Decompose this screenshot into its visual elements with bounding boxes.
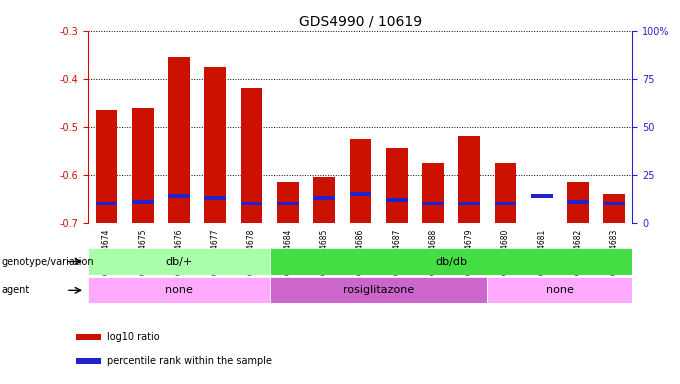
Bar bbox=[488, 277, 632, 303]
Bar bbox=[168, 57, 190, 223]
Bar bbox=[277, 182, 299, 223]
Bar bbox=[96, 110, 118, 223]
Bar bbox=[88, 277, 270, 303]
Text: agent: agent bbox=[1, 285, 30, 295]
Text: percentile rank within the sample: percentile rank within the sample bbox=[107, 356, 272, 366]
Bar bbox=[494, 202, 516, 205]
Bar bbox=[458, 136, 480, 223]
Bar bbox=[270, 248, 632, 275]
Text: db/+: db/+ bbox=[165, 257, 192, 266]
Bar bbox=[132, 200, 154, 204]
Text: log10 ratio: log10 ratio bbox=[107, 332, 159, 342]
Bar bbox=[567, 182, 589, 223]
Bar bbox=[313, 196, 335, 200]
Bar bbox=[132, 108, 154, 223]
Bar bbox=[422, 202, 444, 205]
Text: none: none bbox=[165, 285, 193, 295]
Bar bbox=[241, 202, 262, 205]
Text: genotype/variation: genotype/variation bbox=[1, 257, 94, 266]
Bar bbox=[567, 200, 589, 204]
Text: rosiglitazone: rosiglitazone bbox=[343, 285, 414, 295]
Bar bbox=[603, 194, 625, 223]
Bar bbox=[458, 202, 480, 205]
Bar bbox=[603, 202, 625, 205]
Bar bbox=[386, 198, 407, 202]
Bar bbox=[168, 194, 190, 198]
Bar bbox=[422, 163, 444, 223]
Bar bbox=[494, 163, 516, 223]
Bar bbox=[76, 358, 101, 364]
Bar bbox=[277, 202, 299, 205]
Bar bbox=[205, 196, 226, 200]
Bar bbox=[241, 88, 262, 223]
Bar bbox=[350, 139, 371, 223]
Title: GDS4990 / 10619: GDS4990 / 10619 bbox=[299, 14, 422, 28]
Bar bbox=[205, 67, 226, 223]
Bar bbox=[270, 277, 488, 303]
Bar bbox=[96, 202, 118, 205]
Bar bbox=[350, 192, 371, 196]
Bar bbox=[531, 194, 553, 198]
Bar bbox=[531, 223, 553, 225]
Bar bbox=[88, 248, 270, 275]
Bar bbox=[386, 148, 407, 223]
Text: db/db: db/db bbox=[435, 257, 467, 266]
Text: none: none bbox=[546, 285, 574, 295]
Bar bbox=[313, 177, 335, 223]
Bar bbox=[76, 334, 101, 340]
